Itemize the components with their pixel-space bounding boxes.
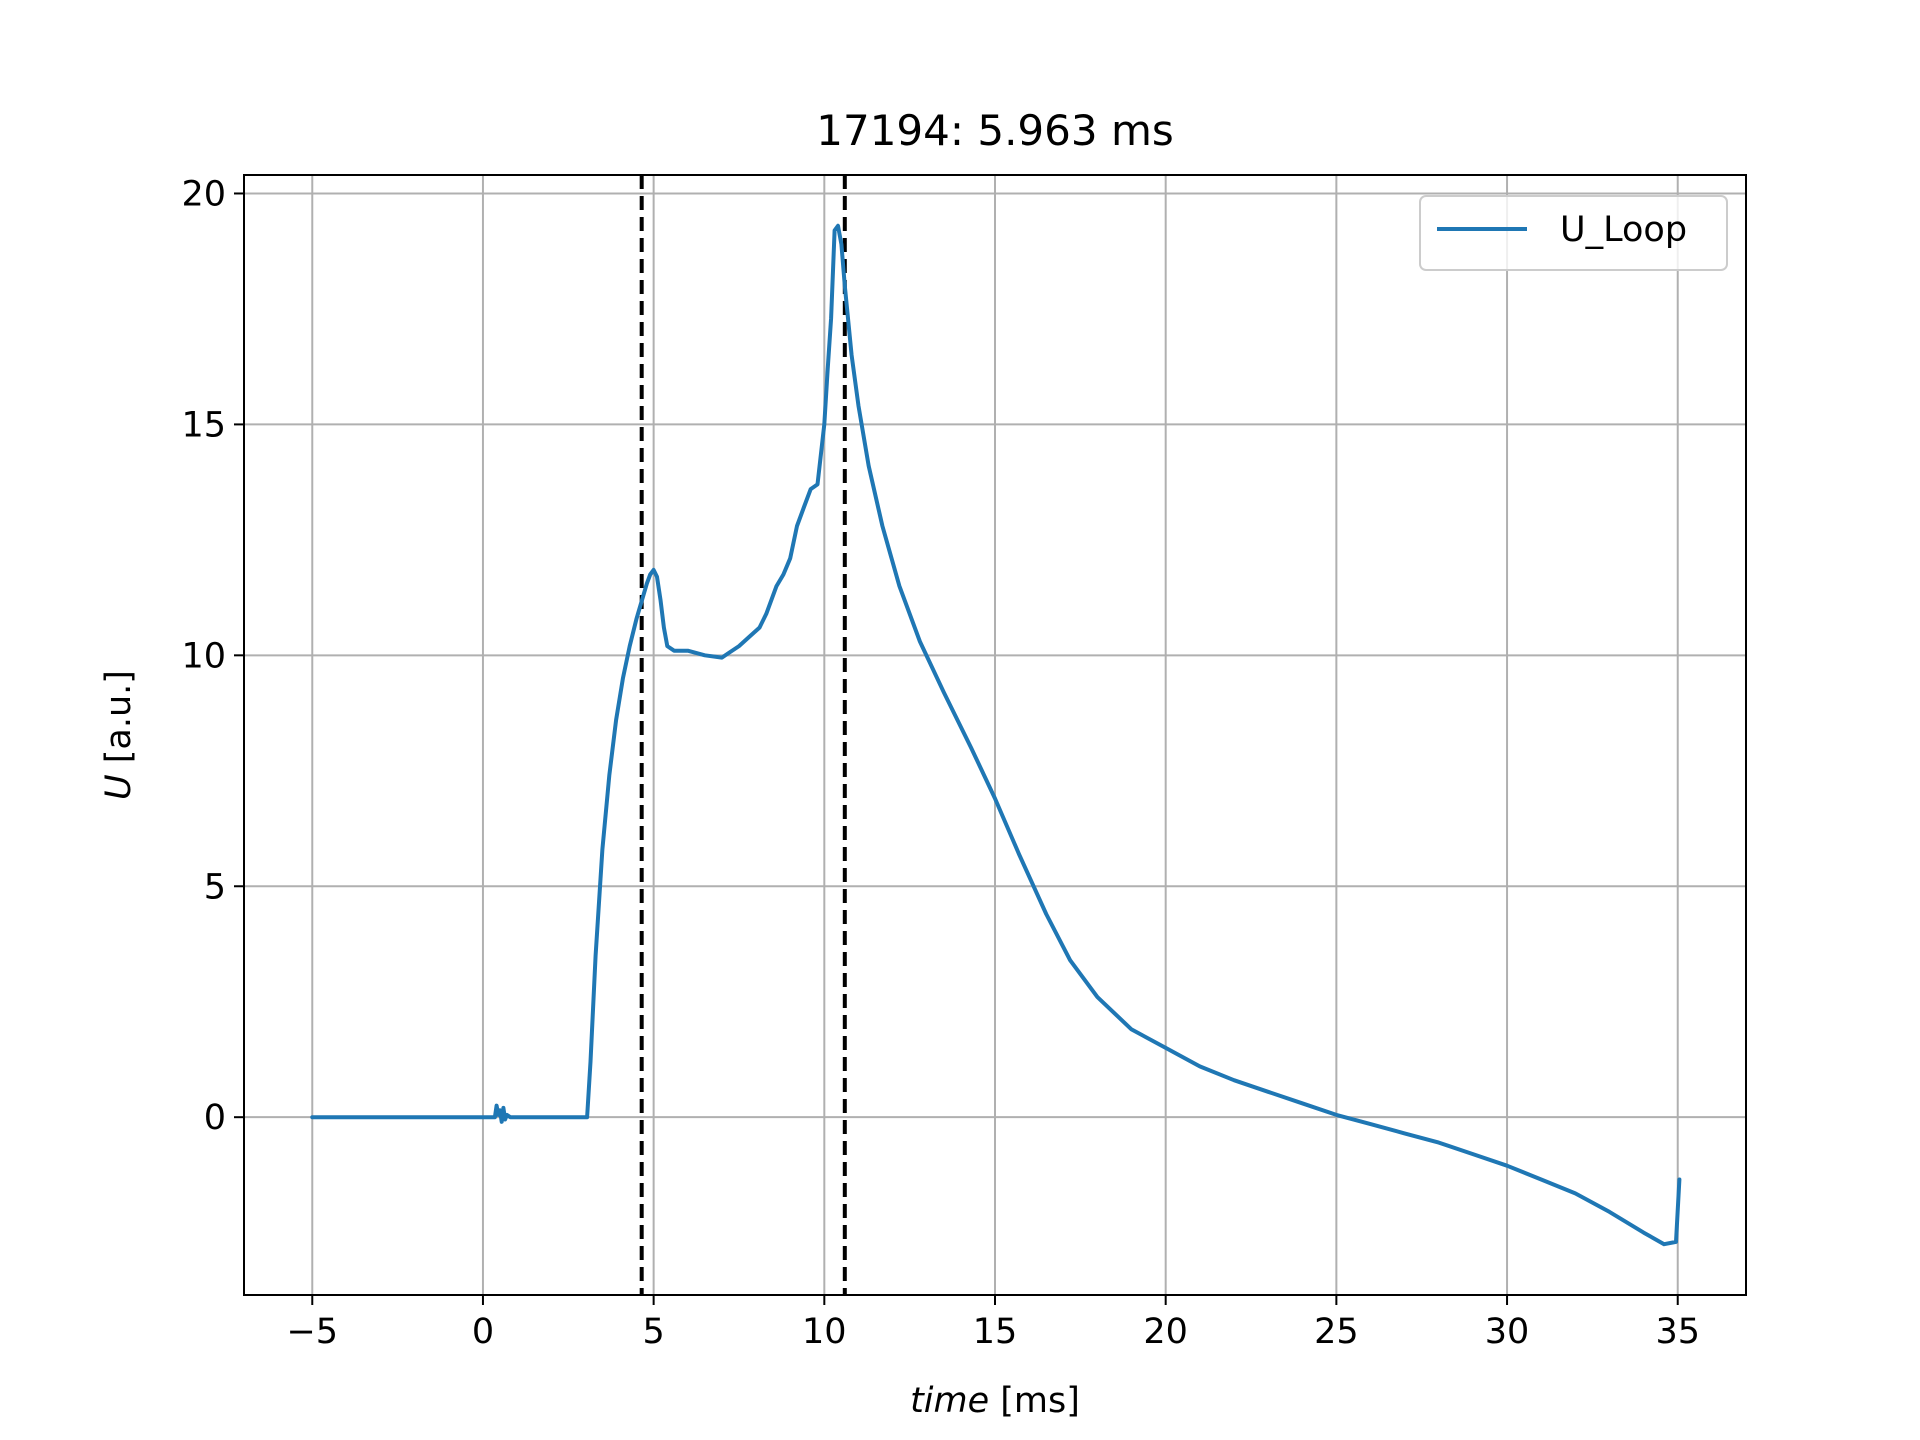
y-axis-label: U [a.u.] — [99, 670, 139, 800]
legend-label: U_Loop — [1560, 210, 1687, 250]
x-axis-label-variable: time — [910, 1381, 989, 1421]
y-axis-ticks: 0 5 10 15 20 — [181, 174, 244, 1138]
series-layer — [310, 223, 1682, 1247]
x-axis-ticks: −5 0 5 10 15 20 25 30 35 — [286, 1295, 1700, 1352]
y-axis-label-unit: [a.u.] — [99, 670, 139, 774]
vertical-markers — [639, 175, 847, 1295]
x-axis-label: time [ms] — [910, 1381, 1080, 1421]
x-tick-label: 35 — [1655, 1312, 1700, 1352]
y-tick-label: 20 — [181, 174, 226, 214]
legend: U_Loop — [1419, 195, 1728, 271]
series-line-u-loop — [310, 223, 1682, 1247]
y-axis-label-variable: U — [99, 774, 139, 800]
x-tick-label: 30 — [1485, 1312, 1530, 1352]
y-tick-label: 10 — [181, 636, 226, 676]
chart-title: 17194: 5.963 ms — [816, 106, 1174, 155]
y-tick-label: 0 — [204, 1098, 226, 1138]
x-tick-label: 0 — [472, 1312, 494, 1352]
x-tick-label: 10 — [802, 1312, 847, 1352]
x-tick-label: 20 — [1143, 1312, 1188, 1352]
x-tick-label: −5 — [286, 1312, 338, 1352]
grid-lines — [244, 175, 1746, 1295]
x-axis-label-unit: [ms] — [989, 1381, 1080, 1421]
legend-box — [1419, 195, 1728, 271]
x-tick-label: 15 — [973, 1312, 1018, 1352]
x-tick-label: 25 — [1314, 1312, 1359, 1352]
x-tick-label: 5 — [642, 1312, 664, 1352]
y-tick-label: 15 — [181, 405, 226, 445]
y-tick-label: 5 — [204, 867, 226, 907]
